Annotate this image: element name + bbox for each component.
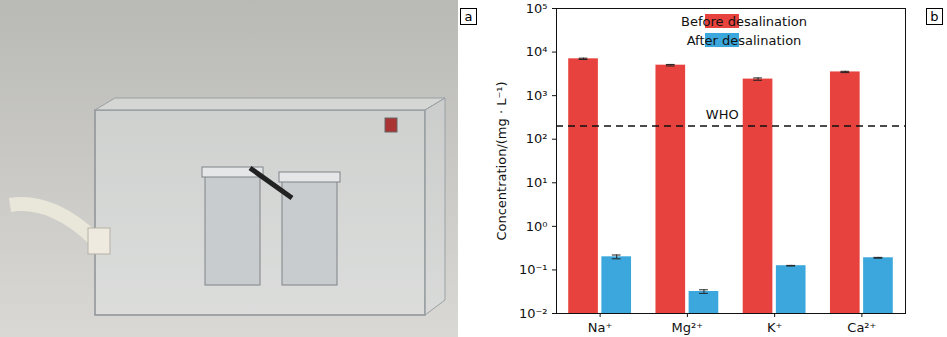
svg-text:10¹: 10¹ [526,175,548,190]
svg-text:Na⁺: Na⁺ [588,320,613,335]
svg-text:10⁰: 10⁰ [526,219,548,234]
html-text:a: a [464,9,473,24]
svg-text:10³: 10³ [526,88,548,103]
html-text:b: b [930,9,939,24]
svg-text:10⁵: 10⁵ [526,1,548,16]
svg-text:10⁻¹: 10⁻¹ [519,262,548,277]
svg-text:K⁺: K⁺ [767,320,782,335]
svg-text:10⁴: 10⁴ [526,44,548,59]
svg-text:10²: 10² [526,131,548,146]
svg-text:10⁻²: 10⁻² [519,306,548,321]
svg-text:Mg²⁺: Mg²⁺ [672,320,704,335]
svg-text:Ca²⁺: Ca²⁺ [847,320,876,335]
svg-text:Concentration/(mg · L⁻¹): Concentration/(mg · L⁻¹) [494,81,509,240]
svg-text:WHO: WHO [706,107,739,122]
svg-text:Before desalination: Before desalination [681,14,807,29]
svg-text:After desalination: After desalination [687,33,802,48]
